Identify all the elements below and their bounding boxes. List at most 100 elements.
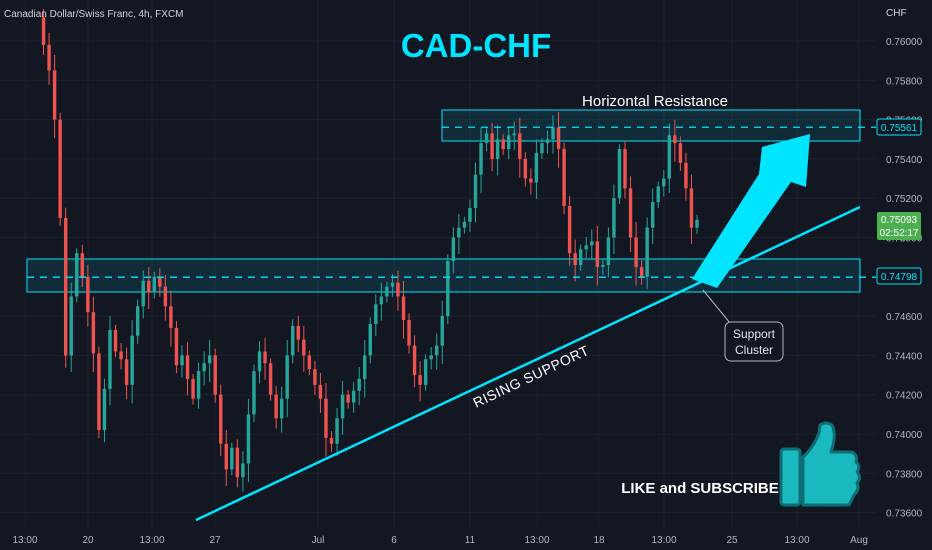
resistance-zone[interactable] [441,109,861,142]
candle-body [307,355,312,370]
candle-body [662,178,666,187]
support-cluster-line2: Cluster [735,343,773,357]
candle-body [340,394,345,419]
candle-body [119,351,123,360]
y-tick-label: 0.74400 [886,351,923,362]
candle-body [279,398,284,419]
candle-body [490,133,494,159]
x-tick-label: 13:00 [784,535,809,546]
x-tick-label: 20 [82,535,94,546]
candle-body [213,355,217,395]
candle-body [689,188,694,228]
candle-body [446,261,450,317]
candle-body [540,143,544,154]
candle-body [534,153,539,183]
candle-body [324,398,328,438]
cta-label: LIKE and SUBSCRIBE [621,480,779,497]
countdown-text: 02:52:17 [880,228,919,239]
candle-body [401,296,406,321]
candle-body [252,371,256,415]
candle-body [457,227,461,238]
candle-body [335,418,339,444]
candle-body [484,133,489,144]
candle-body [63,217,68,356]
candle-body [523,158,528,179]
candle-body [202,363,206,372]
candle-body [152,276,157,293]
candle-body [69,296,73,356]
candle-body [590,241,594,246]
rising-support-trendline[interactable] [195,205,861,522]
current-price-tag: 0.75093 02:52:17 [877,212,921,240]
candle-body [285,355,289,399]
y-tick-label: 0.76000 [886,37,923,48]
candle-body [274,394,278,419]
candle-body [75,253,79,297]
candle-body [141,280,145,307]
candle-body [368,323,372,356]
candle-body [241,463,245,478]
upward-arrow-icon [692,134,810,288]
candle-body [191,378,195,399]
candle-body [174,327,179,366]
candle-body [86,276,90,313]
y-tick-label: 0.74200 [886,391,923,402]
y-tick-label: 0.73800 [886,469,923,480]
candle-body [617,149,622,199]
candle-body [429,355,433,360]
support-price-text: 0.74798 [881,272,918,283]
candle-body [501,139,505,150]
candle-body [207,355,212,364]
candle-body [329,437,334,444]
candle-body [268,363,273,395]
candle-body [506,135,511,150]
x-tick-label: 18 [593,535,605,546]
candle-body [302,339,306,356]
candle-body [58,119,62,218]
candle-body [451,237,456,262]
candle-body [562,149,566,207]
support-price-tag: 0.74798 [876,267,922,285]
candle-body [418,375,422,385]
candle-body [185,355,190,379]
y-tick-label: 0.75400 [886,155,923,166]
thumbs-up-icon[interactable] [779,421,861,507]
grid [0,0,876,528]
candle-body [163,286,168,307]
candle-body [147,280,151,293]
candle-body [678,143,683,163]
candle-body [80,253,85,277]
candle-body [124,359,129,385]
candle-body [656,186,660,203]
candle-body [584,245,588,250]
chart-title: CAD-CHF [401,27,551,64]
candle-body [363,355,367,379]
candle-body [257,351,262,372]
candle-body [479,143,483,175]
candle-body [113,329,118,352]
candle-body [52,70,57,120]
candle-body [291,325,295,356]
candle-body [396,282,400,297]
candle-body [601,265,605,267]
x-tick-label: 6 [391,535,397,546]
candle-body [41,17,46,45]
current-price-text: 0.75093 [881,215,918,226]
candle-body [374,304,378,324]
support-zone[interactable] [26,258,861,293]
y-tick-label: 0.75200 [886,194,923,205]
candle-body [634,237,638,267]
callout-leader [702,289,731,324]
candle-body [612,198,616,238]
candle-body [180,355,184,366]
candle-body [108,329,112,389]
x-tick-label: Jul [312,535,325,546]
time-axis[interactable]: 13:00 20 13:00 27 Jul 6 11 13:00 18 13:00 25 13:00 A… [12,535,867,546]
resistance-price-tag: 0.75561 [876,118,922,136]
candle-body [518,133,522,159]
candle-body [91,312,96,354]
candle-body [263,351,267,364]
candles [41,8,699,492]
candle-body [390,282,395,287]
